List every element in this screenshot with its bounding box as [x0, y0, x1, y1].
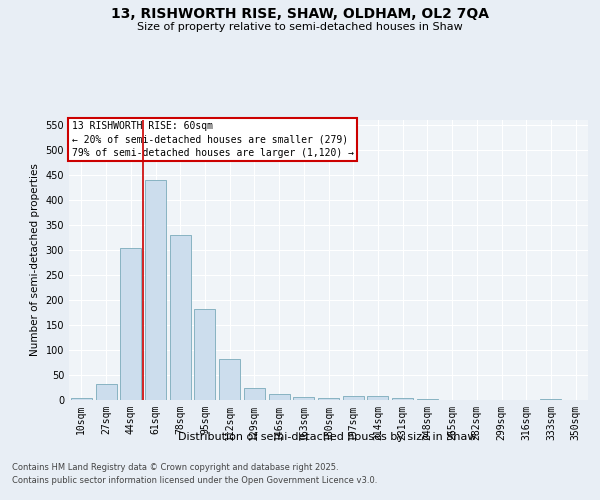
Text: 13 RISHWORTH RISE: 60sqm
← 20% of semi-detached houses are smaller (279)
79% of : 13 RISHWORTH RISE: 60sqm ← 20% of semi-d…	[71, 122, 353, 158]
Bar	[71, 398, 92, 400]
Bar	[318, 398, 339, 400]
Bar	[269, 394, 290, 400]
Text: Contains public sector information licensed under the Open Government Licence v3: Contains public sector information licen…	[12, 476, 377, 485]
Text: Distribution of semi-detached houses by size in Shaw: Distribution of semi-detached houses by …	[178, 432, 476, 442]
Bar	[417, 399, 438, 400]
Bar	[367, 396, 388, 400]
Bar	[120, 248, 141, 400]
Text: 13, RISHWORTH RISE, SHAW, OLDHAM, OL2 7QA: 13, RISHWORTH RISE, SHAW, OLDHAM, OL2 7Q…	[111, 8, 489, 22]
Bar	[541, 398, 562, 400]
Bar	[244, 388, 265, 400]
Bar	[170, 235, 191, 400]
Bar	[95, 384, 116, 400]
Bar	[293, 396, 314, 400]
Bar	[194, 309, 215, 400]
Bar	[145, 180, 166, 400]
Bar	[219, 359, 240, 400]
Text: Contains HM Land Registry data © Crown copyright and database right 2025.: Contains HM Land Registry data © Crown c…	[12, 464, 338, 472]
Bar	[343, 396, 364, 400]
Text: Size of property relative to semi-detached houses in Shaw: Size of property relative to semi-detach…	[137, 22, 463, 32]
Y-axis label: Number of semi-detached properties: Number of semi-detached properties	[30, 164, 40, 356]
Bar	[392, 398, 413, 400]
